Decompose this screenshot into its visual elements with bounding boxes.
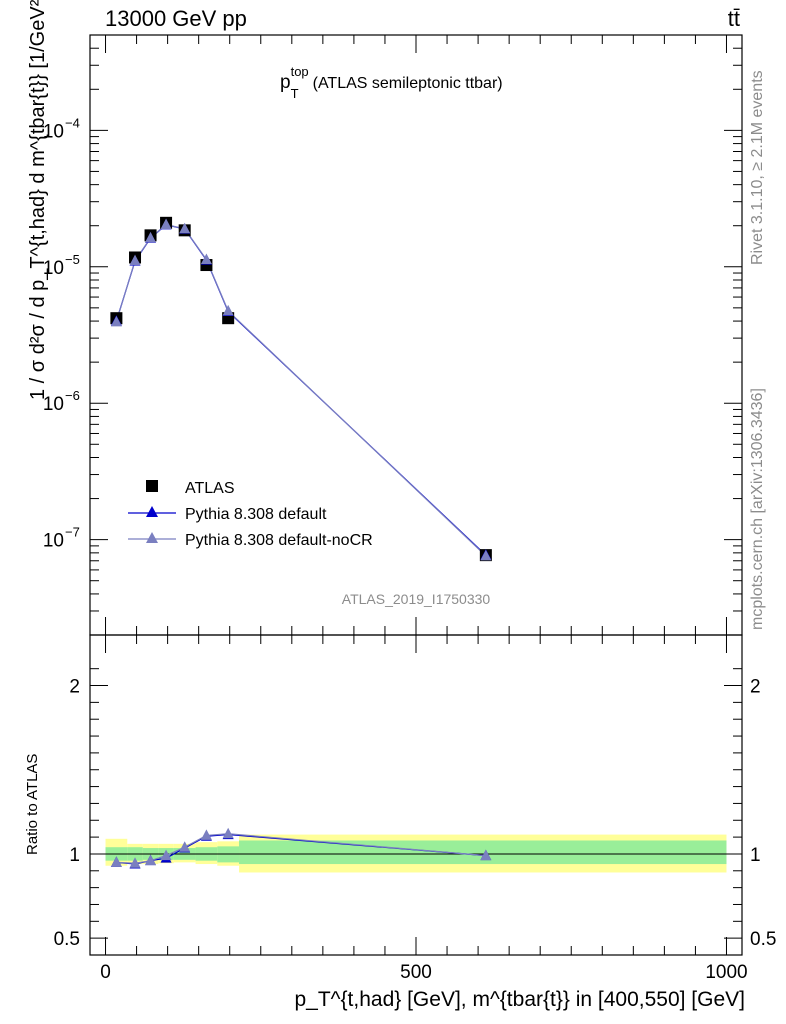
ratio-point-nocr [480,849,492,861]
main-ytick-label-exp: −5 [65,252,80,267]
ratio-point-nocr [129,857,141,868]
xtick-label: 0 [100,962,111,983]
main-ytick-label-exp: −6 [65,388,80,403]
ratio-ytick-label-right: 1 [750,845,761,866]
legend: ATLAS Pythia 8.308 default Pythia 8.308 … [128,480,373,549]
main-point-nocr [200,253,212,265]
main-point-nocr [145,231,157,243]
ratio-ytick-label: 0.5 [54,929,80,950]
ratio-ytick-label-right: 0.5 [750,929,776,950]
ratio-point-nocr [145,854,157,866]
xtick-label: 1000 [705,962,747,983]
main-ytick-label: 10 [43,394,64,415]
legend-default-label: Pythia 8.308 default [185,506,327,523]
main-point-nocr [129,254,141,266]
plot-title-sup: top [291,64,309,79]
main-point-nocr [179,222,191,234]
ratio-frame [89,634,743,956]
plot-title-rest: (ATLAS semileptonic ttbar) [313,75,503,92]
main-ytick-label-exp: −7 [65,525,80,540]
mcplots-label: mcplots.cern.ch [arXiv:1306.3436] [749,388,766,630]
plot-title: ptop T (ATLAS semileptonic ttbar) [280,64,503,101]
header-left: 13000 GeV pp [105,6,247,31]
legend-nocr-label: Pythia 8.308 default-noCR [185,532,373,549]
analysis-id: ATLAS_2019_I1750330 [342,591,491,607]
ratio-point-nocr [200,829,212,840]
legend-nocr-marker [146,532,158,543]
legend-atlas-marker [146,480,158,492]
rivet-label: Rivet 3.1.10, ≥ 2.1M events [749,70,766,265]
ratio-point-nocr [179,841,191,852]
ratio-point-nocr [110,856,122,867]
x-axis-label: p_T^{t,had} [GeV], m^{tbar{t}} in [400,5… [294,988,745,1011]
ratio-axis-label: Ratio to ATLAS [24,754,41,855]
main-point-nocr [160,218,172,230]
main-points [110,216,492,562]
ratio-band-inner [239,840,727,865]
plot-title-main: p [280,72,291,93]
ratio-bands [105,834,727,873]
main-point-nocr [222,304,234,316]
xtick-label: 500 [400,962,432,983]
ratio-ytick-label: 2 [69,677,80,698]
ratio-ytick-label-right: 2 [750,677,761,698]
legend-default-marker [146,506,158,517]
ratio-point-nocr [222,827,234,839]
main-point-nocr [480,549,492,561]
plot-title-sub: T [291,86,299,101]
main-point-nocr [110,315,122,327]
main-ytick-label: 10 [43,121,64,142]
ratio-ytick-label: 1 [69,845,80,866]
legend-atlas-label: ATLAS [185,480,235,497]
y-axis-label: 1 / σ d²σ / d p_T^{t,had} d m^{tbar{t}} … [27,0,49,400]
main-ytick-label: 10 [43,531,64,552]
ratio-point-nocr [160,849,172,861]
main-ytick-label-exp: −4 [65,115,80,130]
main-ytick-label: 10 [43,258,64,279]
ratio-points [110,827,492,869]
header-right: tt̄ [728,6,740,31]
